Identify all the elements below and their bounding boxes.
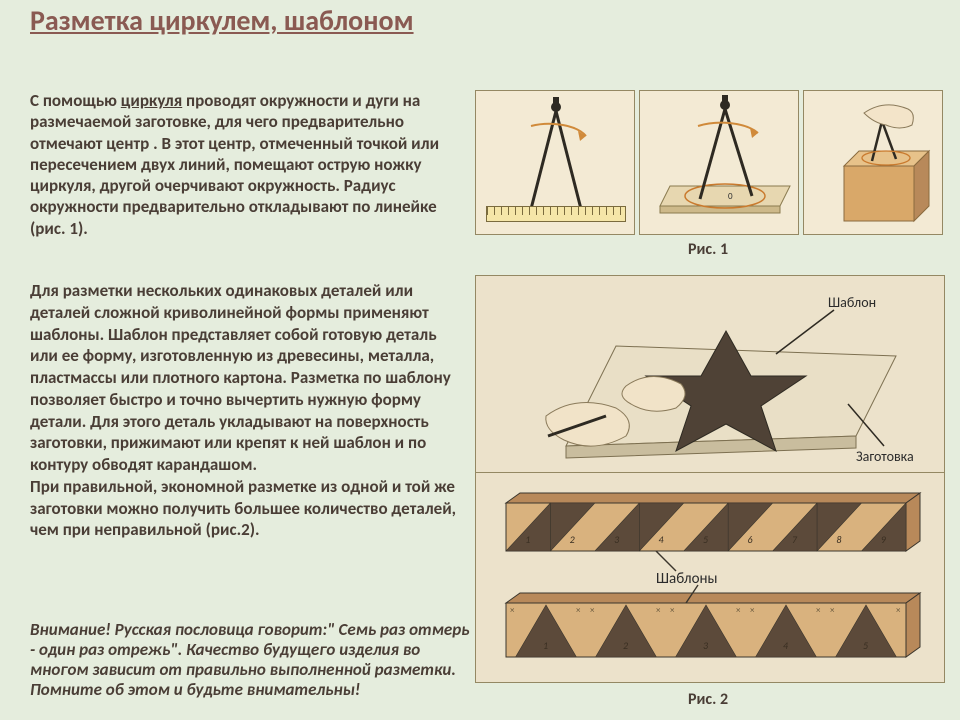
svg-text:×: × bbox=[830, 605, 835, 616]
page-title: Разметка циркулем, шаблоном bbox=[30, 6, 414, 37]
svg-text:×: × bbox=[816, 605, 821, 616]
svg-text:3: 3 bbox=[703, 639, 708, 652]
svg-text:×: × bbox=[510, 605, 515, 616]
svg-text:3: 3 bbox=[614, 533, 619, 546]
fig2-panel-a: Шаблон Заготовка bbox=[475, 275, 945, 473]
svg-text:×: × bbox=[656, 605, 661, 616]
compass-cube-icon bbox=[804, 91, 943, 235]
label-workpiece: Заготовка bbox=[856, 448, 914, 465]
svg-text:Шаблоны: Шаблоны bbox=[656, 570, 718, 588]
svg-text:0: 0 bbox=[728, 191, 733, 202]
figure-2: Шаблон Заготовка 123456789××1××2××3××4××… bbox=[475, 275, 945, 683]
svg-text:×: × bbox=[670, 605, 675, 616]
svg-text:6: 6 bbox=[747, 533, 752, 546]
label-template: Шаблон bbox=[828, 294, 876, 311]
paragraph-1: С помощью циркуля проводят окружности и … bbox=[30, 90, 460, 239]
fig1-panel-a bbox=[475, 90, 635, 235]
svg-text:1: 1 bbox=[543, 639, 548, 652]
svg-text:×: × bbox=[896, 605, 901, 616]
p2-b: Шаблон bbox=[108, 324, 168, 345]
figure-1: 0 bbox=[475, 90, 943, 235]
fig1-panel-b: 0 bbox=[639, 90, 799, 235]
p1-pre: С помощью bbox=[30, 90, 121, 111]
templates-bars-icon: 123456789××1××2××3××4××5Шаблоны bbox=[476, 473, 945, 683]
figure-2-caption: Рис. 2 bbox=[688, 690, 728, 709]
ruler-icon bbox=[486, 206, 626, 222]
paragraph-3: Внимание! Русская пословица говорит:" Се… bbox=[30, 620, 470, 700]
svg-text:×: × bbox=[590, 605, 595, 616]
svg-text:5: 5 bbox=[703, 533, 708, 546]
p1-post: проводят окружности и дуги на размечаемо… bbox=[30, 90, 439, 239]
p1-emph: циркуля bbox=[121, 90, 182, 111]
svg-text:×: × bbox=[736, 605, 741, 616]
paragraph-2: Для разметки нескольких одинаковых детал… bbox=[30, 280, 460, 541]
fig1-panel-c bbox=[803, 90, 943, 235]
svg-text:2: 2 bbox=[570, 533, 575, 546]
figure-1-caption: Рис. 1 bbox=[688, 240, 728, 259]
compass-board-icon: 0 bbox=[640, 91, 799, 235]
svg-text:×: × bbox=[750, 605, 755, 616]
svg-text:2: 2 bbox=[623, 639, 628, 652]
svg-text:8: 8 bbox=[836, 533, 841, 546]
p2-c: представляет собой готовую деталь или ее… bbox=[30, 324, 451, 476]
p2-d: При правильной, экономной разметке из од… bbox=[30, 476, 456, 541]
svg-text:1: 1 bbox=[525, 533, 530, 546]
svg-text:×: × bbox=[576, 605, 581, 616]
fig2-panel-b: 123456789××1××2××3××4××5Шаблоны bbox=[475, 473, 945, 683]
svg-text:5: 5 bbox=[863, 639, 868, 652]
